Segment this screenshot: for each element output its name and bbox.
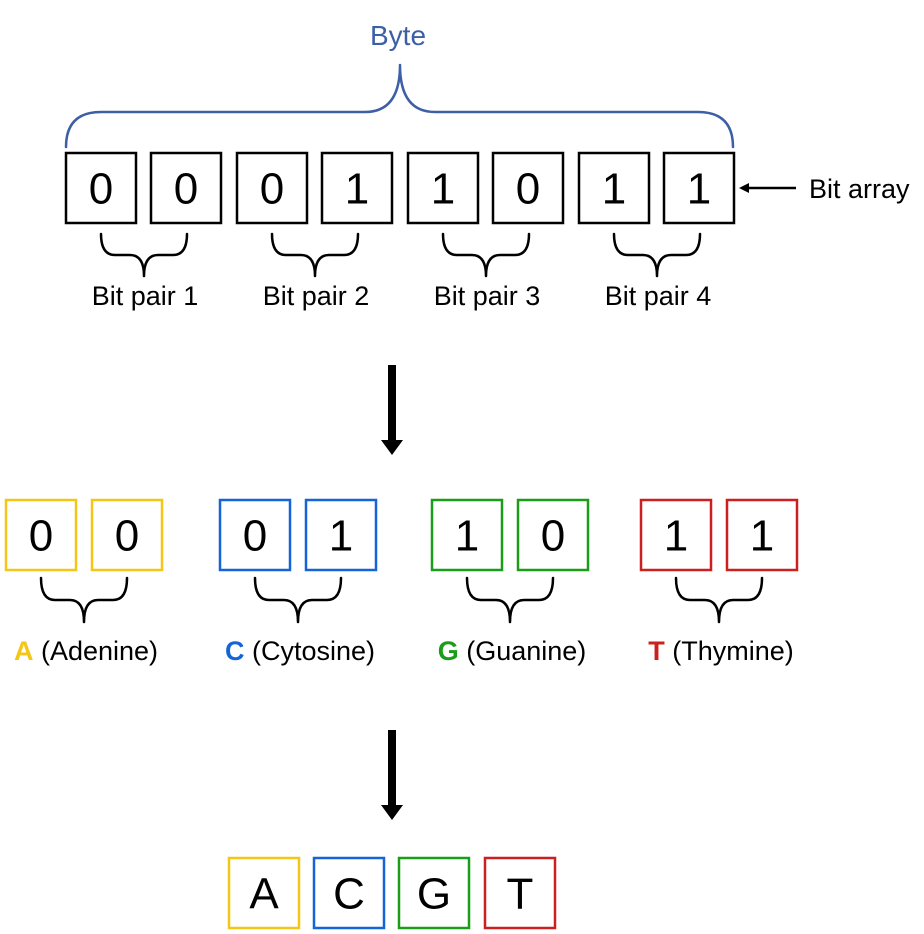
bit-box	[491, 151, 565, 225]
nucleotide-name: (Guanine)	[459, 636, 587, 666]
bit-pair-brace	[270, 232, 360, 278]
bit-pair-label: Bit pair 1	[92, 281, 199, 311]
nucleotide-bit-box	[516, 498, 590, 572]
sequence-box	[227, 856, 301, 930]
nucleotide-letter: C	[225, 636, 245, 666]
nucleotide-letter: G	[438, 636, 459, 666]
nucleotide-bit-value: 0	[29, 512, 53, 561]
sequence-letter: G	[417, 870, 451, 919]
down-arrow-1-head	[381, 440, 403, 455]
bit-value: 0	[516, 165, 540, 214]
nucleotide-G: 1 0 G (Guanine)	[430, 498, 590, 666]
nucleotide-bit-value: 1	[664, 512, 688, 561]
nucleotide-bit-value: 1	[455, 512, 479, 561]
bit-pair-braces: Bit pair 1 Bit pair 2 Bit pair 3 Bit pair 4	[92, 232, 712, 311]
nucleotide-bit-value: 1	[329, 512, 353, 561]
nucleotide-bit-value: 1	[750, 512, 774, 561]
bit-box	[320, 151, 394, 225]
nucleotide-letter: A	[14, 636, 34, 666]
bit-pair-label: Bit pair 2	[263, 281, 370, 311]
nucleotide-C: 0 1 C (Cytosine)	[218, 498, 378, 666]
bit-box	[662, 151, 736, 225]
nucleotide-brace	[39, 576, 129, 624]
nucleotide-bit-box	[430, 498, 504, 572]
sequence-letter: A	[249, 870, 279, 919]
nucleotide-bit-box	[725, 498, 799, 572]
sequence-box	[312, 856, 386, 930]
bit-pair-label: Bit pair 4	[605, 281, 712, 311]
bit-value: 1	[345, 165, 369, 214]
bit-array-label: Bit array	[809, 174, 910, 204]
nucleotide-label: G (Guanine)	[438, 636, 587, 666]
nucleotide-label: T (Thymine)	[648, 636, 794, 666]
nucleotide-name: (Adenine)	[33, 636, 158, 666]
nucleotide-bit-value: 0	[541, 512, 565, 561]
sequence-letter: C	[333, 870, 365, 919]
bit-box	[406, 151, 480, 225]
bit-pair-brace	[441, 232, 531, 278]
bit-pair-label: Bit pair 3	[434, 281, 541, 311]
bit-box	[577, 151, 651, 225]
byte-brace	[64, 63, 735, 149]
bit-value: 1	[431, 165, 455, 214]
nucleotide-name: (Thymine)	[665, 636, 794, 666]
nucleotide-brace	[674, 576, 764, 624]
sequence-box	[397, 856, 471, 930]
bit-pair-brace	[99, 232, 189, 278]
nucleotide-bit-value: 0	[243, 512, 267, 561]
bit-box	[64, 151, 138, 225]
nucleotide-bit-box	[639, 498, 713, 572]
bit-value: 0	[174, 165, 198, 214]
nucleotide-bit-box	[304, 498, 378, 572]
sequence-letter: T	[507, 870, 534, 919]
nucleotide-label: A (Adenine)	[14, 636, 158, 666]
bit-pair-brace	[612, 232, 702, 278]
nucleotide-A: 0 0 A (Adenine)	[4, 498, 164, 666]
nucleotide-bit-value: 0	[115, 512, 139, 561]
nucleotide-bit-box	[218, 498, 292, 572]
nucleotide-bit-box	[4, 498, 78, 572]
nucleotide-letter: T	[648, 636, 665, 666]
nucleotide-T: 1 1 T (Thymine)	[639, 498, 799, 666]
nucleotide-brace	[253, 576, 343, 624]
nucleotide-brace	[465, 576, 555, 624]
nucleotide-label: C (Cytosine)	[225, 636, 375, 666]
bit-value: 1	[602, 165, 626, 214]
sequence-box	[483, 856, 557, 930]
byte-label: Byte	[370, 20, 426, 51]
bit-value: 1	[687, 165, 711, 214]
bit-array: 0 0 0 1 1 0 1 1	[64, 151, 736, 225]
bit-value: 0	[260, 165, 284, 214]
bit-box	[235, 151, 309, 225]
bit-box	[149, 151, 223, 225]
nucleotide-name: (Cytosine)	[244, 636, 375, 666]
nucleotide-bit-box	[90, 498, 164, 572]
down-arrow-2-head	[381, 805, 403, 820]
nucleotide-mapping: 0 0 A (Adenine) 0 1 C (Cytosine) 1 0 G (Guanine)…	[4, 498, 799, 666]
bit-value: 0	[89, 165, 113, 214]
